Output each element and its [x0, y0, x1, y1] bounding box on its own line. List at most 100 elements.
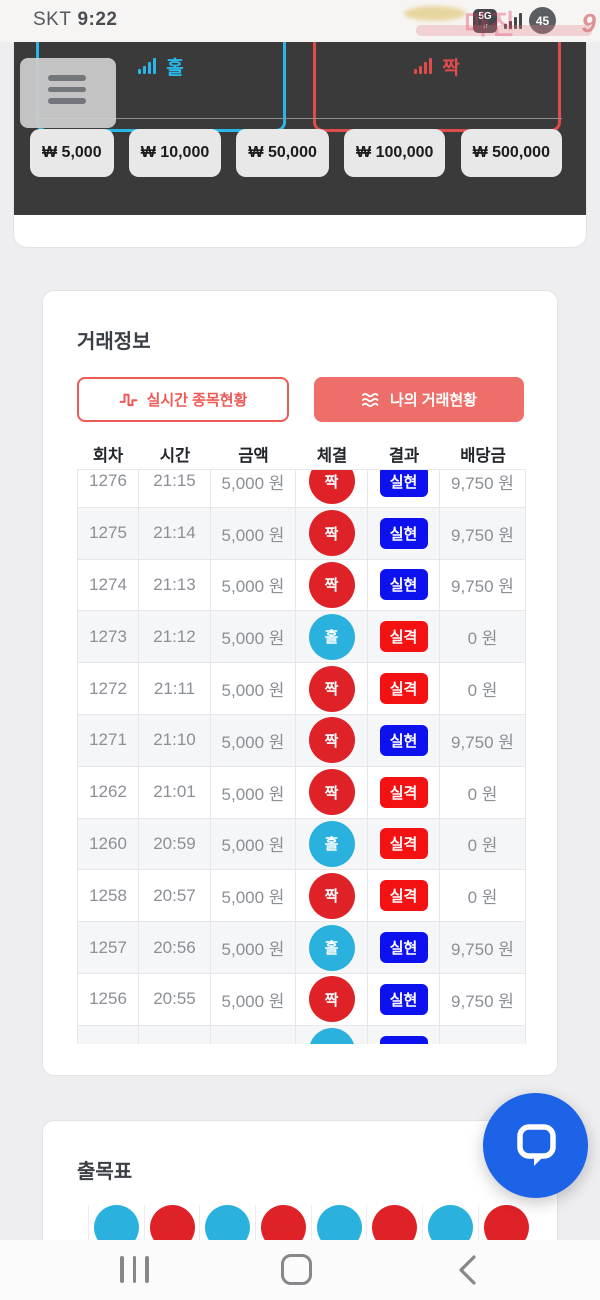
hamburger-icon	[48, 75, 86, 81]
payout-cell: 9,750 원	[440, 507, 526, 560]
result-cell: 실격	[368, 611, 440, 664]
time-cell: 21:14	[139, 507, 211, 560]
result-cell: 실현	[368, 922, 440, 974]
amount-button[interactable]: ₩ 50,000	[236, 129, 329, 177]
payout-cell: 9,750 원	[440, 470, 526, 508]
android-nav-bar	[0, 1240, 600, 1300]
pick-badge: 홀	[308, 924, 355, 971]
table-row: 1273 21:12 5,000 원 홀 실격 0 원	[77, 611, 526, 664]
result-cell: 실현	[368, 559, 440, 612]
result-badge: 실현	[379, 1035, 428, 1044]
pick-badge: 짝	[308, 872, 355, 919]
amount-button[interactable]: ₩ 5,000	[30, 129, 114, 177]
bet-even-label: 짝	[442, 57, 460, 79]
result-badge: 실격	[379, 828, 428, 860]
time-cell: 20:54	[139, 1025, 211, 1044]
time-cell: 21:01	[139, 766, 211, 819]
result-badge: 실격	[379, 621, 428, 653]
betting-card: 홀 짝 ₩ 5,000 ₩ 10,000 ₩ 50,000 ₩ 100,000 ₩ 50…	[13, 42, 587, 248]
table-row: 1260 20:59 5,000 원 홀 실격 0 원	[77, 818, 526, 871]
pick-cell: 짝	[296, 973, 368, 1026]
result-badge: 실격	[379, 880, 428, 912]
time-cell: 20:56	[139, 922, 211, 974]
pick-badge: 짝	[308, 510, 355, 557]
payout-cell: 0 원	[440, 766, 526, 819]
pick-cell: 짝	[296, 870, 368, 923]
table-row: 1275 21:14 5,000 원 짝 실현 9,750 원	[77, 507, 526, 560]
round-cell: 1276	[77, 470, 139, 508]
amount-cell: 5,000 원	[211, 470, 296, 508]
pick-badge: 홀	[308, 1028, 355, 1044]
column-header: 결과	[388, 447, 420, 465]
result-board-title: 출목표	[77, 1161, 133, 1183]
amount-cell: 5,000 원	[211, 714, 296, 767]
round-cell: 1272	[77, 663, 139, 715]
trade-info-title: 거래정보	[77, 331, 151, 353]
table-row: 1274 21:13 5,000 원 짝 실현 9,750 원	[77, 559, 526, 612]
back-chevron-icon	[459, 1255, 476, 1285]
result-badge: 실현	[379, 470, 428, 497]
result-badge: 실현	[379, 983, 428, 1015]
clock: 9:22	[77, 9, 118, 30]
betting-panel: 홀 짝 ₩ 5,000 ₩ 10,000 ₩ 50,000 ₩ 100,000 ₩ 50…	[14, 42, 586, 215]
result-badge: 실현	[379, 517, 428, 549]
column-header: 배당금	[460, 447, 506, 465]
table-row: 1272 21:11 5,000 원 짝 실격 0 원	[77, 663, 526, 715]
pick-cell: 짝	[296, 714, 368, 767]
bar-chart-icon	[138, 58, 157, 74]
pick-cell: 홀	[296, 922, 368, 974]
pick-badge: 짝	[308, 976, 355, 1023]
pick-badge: 홀	[308, 613, 355, 660]
tab-my-trades-label: 나의 거래현황	[390, 392, 477, 409]
trade-table-scroll-area[interactable]: 1276 21:15 5,000 원 짝 실현 9,750 원 1275 21:14 5,000…	[77, 469, 526, 1044]
trade-table-header: 회차 시간 금액 체결 결과 배당금	[77, 439, 526, 469]
time-cell: 20:55	[139, 973, 211, 1026]
tab-my-trades[interactable]: 나의 거래현황	[314, 377, 524, 422]
result-badge: 실현	[379, 569, 428, 601]
pick-cell: 짝	[296, 507, 368, 560]
round-cell: 1271	[77, 714, 139, 767]
result-badge: 실격	[379, 776, 428, 808]
amount-button[interactable]: ₩ 500,000	[460, 129, 562, 177]
amount-button[interactable]: ₩ 100,000	[344, 129, 446, 177]
chat-button[interactable]	[483, 1093, 588, 1198]
pick-badge: 짝	[308, 470, 355, 505]
time-cell: 21:10	[139, 714, 211, 767]
round-cell: 1258	[77, 870, 139, 923]
result-cell: 실현	[368, 714, 440, 767]
pick-cell: 홀	[296, 818, 368, 871]
recents-button[interactable]	[120, 1256, 149, 1283]
table-row: 1258 20:57 5,000 원 짝 실격 0 원	[77, 870, 526, 923]
trade-table-body: 1276 21:15 5,000 원 짝 실현 9,750 원 1275 21:14 5,000…	[77, 470, 526, 1044]
trade-info-card: 거래정보 실시간 종목현황 나의 거래현황 회차 시간 금액 체결 결과 배당금 1276…	[42, 290, 558, 1076]
tab-realtime-status[interactable]: 실시간 종목현황	[77, 377, 289, 422]
column-header: 회차	[92, 447, 124, 465]
payout-cell: 0 원	[440, 611, 526, 664]
recents-icon	[120, 1256, 124, 1283]
time-cell: 21:11	[139, 663, 211, 715]
pick-badge: 짝	[308, 665, 355, 712]
round-cell: 1256	[77, 973, 139, 1026]
back-button[interactable]	[456, 1254, 478, 1291]
time-cell: 21:13	[139, 559, 211, 612]
result-cell: 실격	[368, 663, 440, 715]
pick-badge: 짝	[308, 717, 355, 764]
column-header: 시간	[159, 447, 191, 465]
amount-cell: 5,000 원	[211, 663, 296, 715]
time-cell: 21:15	[139, 470, 211, 508]
result-cell: 실격	[368, 818, 440, 871]
result-cell: 실현	[368, 973, 440, 1026]
time-cell: 20:59	[139, 818, 211, 871]
pick-cell: 짝	[296, 663, 368, 715]
home-button[interactable]	[281, 1254, 312, 1285]
time-cell: 20:57	[139, 870, 211, 923]
carrier-label: SKT	[33, 9, 72, 30]
amount-buttons: ₩ 5,000 ₩ 10,000 ₩ 50,000 ₩ 100,000 ₩ 500,00…	[30, 129, 562, 177]
amount-button[interactable]: ₩ 10,000	[128, 129, 222, 177]
menu-button[interactable]	[20, 58, 116, 128]
pick-cell: 홀	[296, 611, 368, 664]
table-row: 1256 20:55 5,000 원 짝 실현 9,750 원	[77, 973, 526, 1026]
payout-cell: 0 원	[440, 870, 526, 923]
status-bar: SKT 9:22 5G ↓↑ 45	[0, 0, 600, 42]
